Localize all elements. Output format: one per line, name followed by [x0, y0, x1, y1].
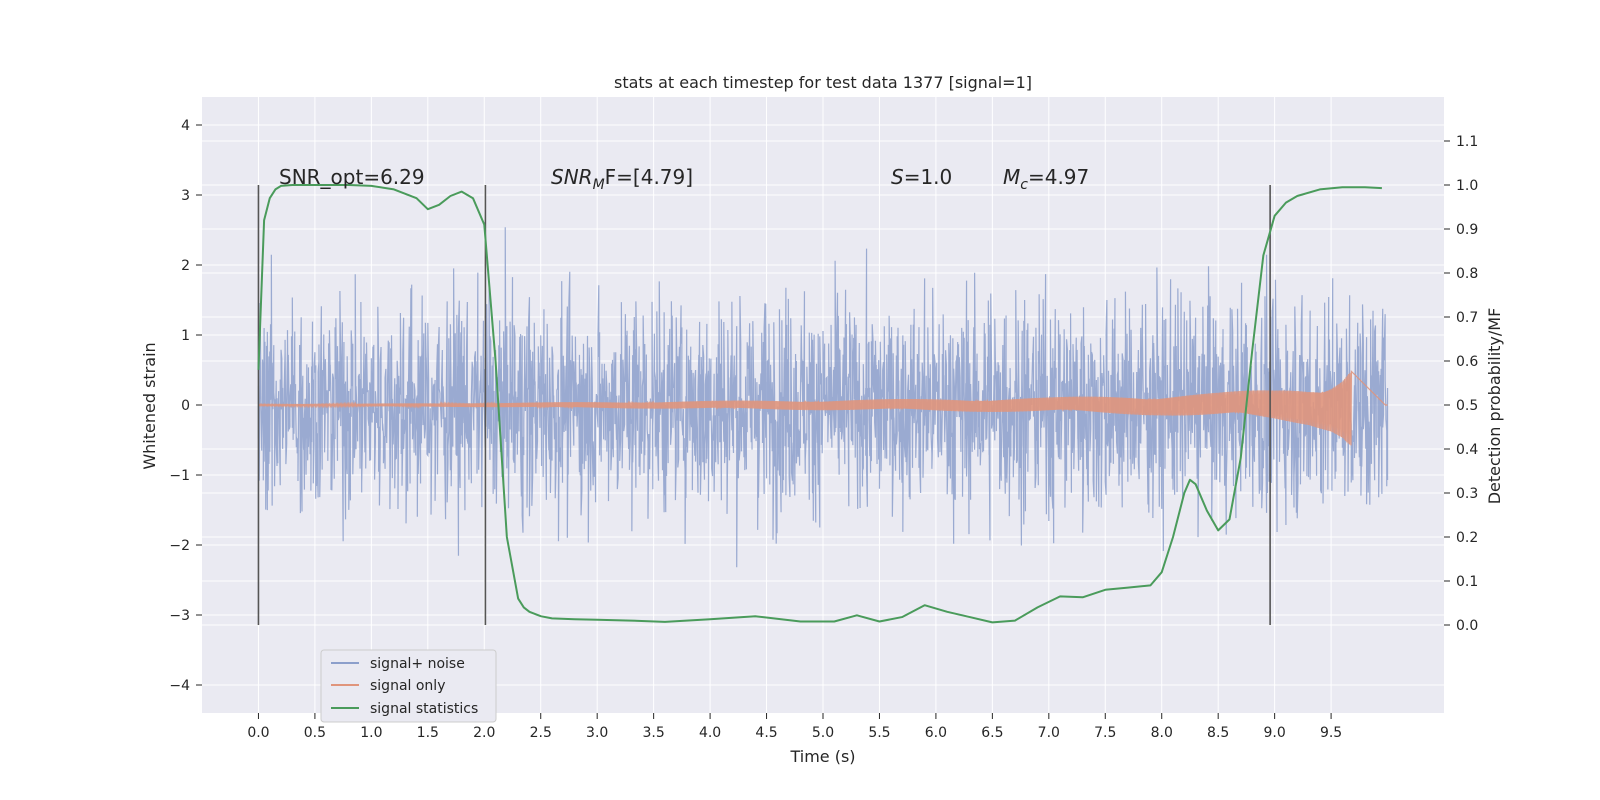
y-right-tick-label-2: 0.9 — [1456, 222, 1478, 238]
x-tick-label-18: 9.0 — [1264, 725, 1286, 741]
x-tick-label-12: 6.0 — [925, 725, 947, 741]
annotation-snr-mf-sub: M — [593, 177, 605, 193]
x-tick-label-17: 8.5 — [1207, 725, 1229, 741]
y-axis-label-left: Whitened strain — [140, 342, 159, 469]
y-tick-label-2: 2 — [181, 258, 190, 274]
signal-only-trace — [257, 369, 1388, 446]
annotation-mc-rest: =4.97 — [1028, 165, 1089, 189]
chart-title: stats at each timestep for test data 137… — [614, 73, 1032, 92]
y-tick-label-1: 3 — [181, 188, 190, 204]
x-tick-label-7: 3.5 — [643, 725, 665, 741]
x-tick-label-13: 6.5 — [981, 725, 1003, 741]
annotation-snr-opt: SNR_opt=6.29 — [279, 165, 425, 189]
x-tick-label-6: 3.0 — [586, 725, 608, 741]
legend-box — [320, 649, 497, 723]
x-tick-label-11: 5.5 — [868, 725, 890, 741]
y-right-tick-label-1: 1.0 — [1456, 178, 1478, 194]
y-right-tick-label-10: 0.1 — [1456, 574, 1478, 590]
x-tick-label-4: 2.0 — [473, 725, 495, 741]
x-tick-label-0: 0.0 — [247, 725, 269, 741]
y-right-tick-label-7: 0.4 — [1456, 442, 1478, 458]
x-tick-label-19: 9.5 — [1320, 725, 1342, 741]
y-tick-label-4: 0 — [181, 398, 190, 414]
annotation-snr-mf-rest: F=[4.79] — [605, 165, 693, 189]
x-tick-label-3: 1.5 — [417, 725, 439, 741]
annotation-s-rest: =1.0 — [904, 165, 953, 189]
annotation-s: S=1.0 — [891, 165, 952, 189]
series-signal-only — [257, 369, 1388, 446]
x-tick-label-16: 8.0 — [1151, 725, 1173, 741]
annotation-mc-sub: c — [1020, 177, 1028, 193]
x-tick-label-9: 4.5 — [755, 725, 777, 741]
legend-label-signal-noise: signal+ noise — [370, 656, 465, 672]
legend-label-signal-only: signal only — [370, 678, 445, 694]
x-tick-label-15: 7.5 — [1094, 725, 1116, 741]
y-ticks-left: 4 3 2 1 0 −1 −2 −3 −4 — [169, 118, 202, 694]
x-tick-label-8: 4.0 — [699, 725, 721, 741]
x-tick-label-5: 2.5 — [530, 725, 552, 741]
y-right-tick-label-4: 0.7 — [1456, 310, 1478, 326]
y-tick-label-0: 4 — [181, 118, 190, 134]
x-tick-label-14: 7.0 — [1038, 725, 1060, 741]
y-tick-label-7: −3 — [169, 608, 190, 624]
legend-label-signal-statistics: signal statistics — [370, 701, 478, 717]
y-right-tick-label-11: 0.0 — [1456, 618, 1478, 634]
series-signal-statistics — [257, 184, 1382, 624]
x-tick-label-10: 5.0 — [812, 725, 834, 741]
y-ticks-right: 1.1 1.0 0.9 0.8 0.7 0.6 0.5 0.4 0.3 0.2 0.1 0.0 — [1444, 134, 1478, 634]
y-tick-label-8: −4 — [169, 678, 190, 694]
annotation-snr-mf: SNRMF=[4.79] — [551, 165, 693, 193]
y-axis-label-right: Detection probability/MF — [1485, 308, 1504, 505]
y-tick-label-3: 1 — [181, 328, 190, 344]
annotation-s-main: S — [891, 165, 904, 189]
x-ticks: 0.0 0.5 1.0 1.5 2.0 2.5 3.0 3.5 4.0 4.5 5.0 5.5 6.0 6… — [247, 713, 1342, 741]
annotation-mc: Mc=4.97 — [1003, 165, 1089, 193]
annotation-mc-main: M — [1003, 165, 1020, 189]
y-right-tick-label-6: 0.5 — [1456, 398, 1478, 414]
vertical-markers — [257, 185, 1271, 625]
signal-statistics-line — [257, 184, 1382, 624]
legend: signal+ noise signal only signal statist… — [320, 649, 497, 723]
annotation-snr-mf-main: SNR — [551, 165, 593, 189]
y-right-tick-label-8: 0.3 — [1456, 486, 1478, 502]
y-right-tick-label-3: 0.8 — [1456, 266, 1478, 282]
signal-noise-trace — [257, 227, 1389, 568]
y-right-tick-label-9: 0.2 — [1456, 530, 1478, 546]
x-tick-label-1: 0.5 — [304, 725, 326, 741]
y-tick-label-5: −1 — [169, 468, 190, 484]
x-tick-label-2: 1.0 — [360, 725, 382, 741]
x-axis-label: Time (s) — [789, 747, 855, 766]
series-signal-noise — [257, 227, 1389, 568]
y-right-tick-label-0: 1.1 — [1456, 134, 1478, 150]
y-tick-label-6: −2 — [169, 538, 190, 554]
y-right-tick-label-5: 0.6 — [1456, 354, 1478, 370]
